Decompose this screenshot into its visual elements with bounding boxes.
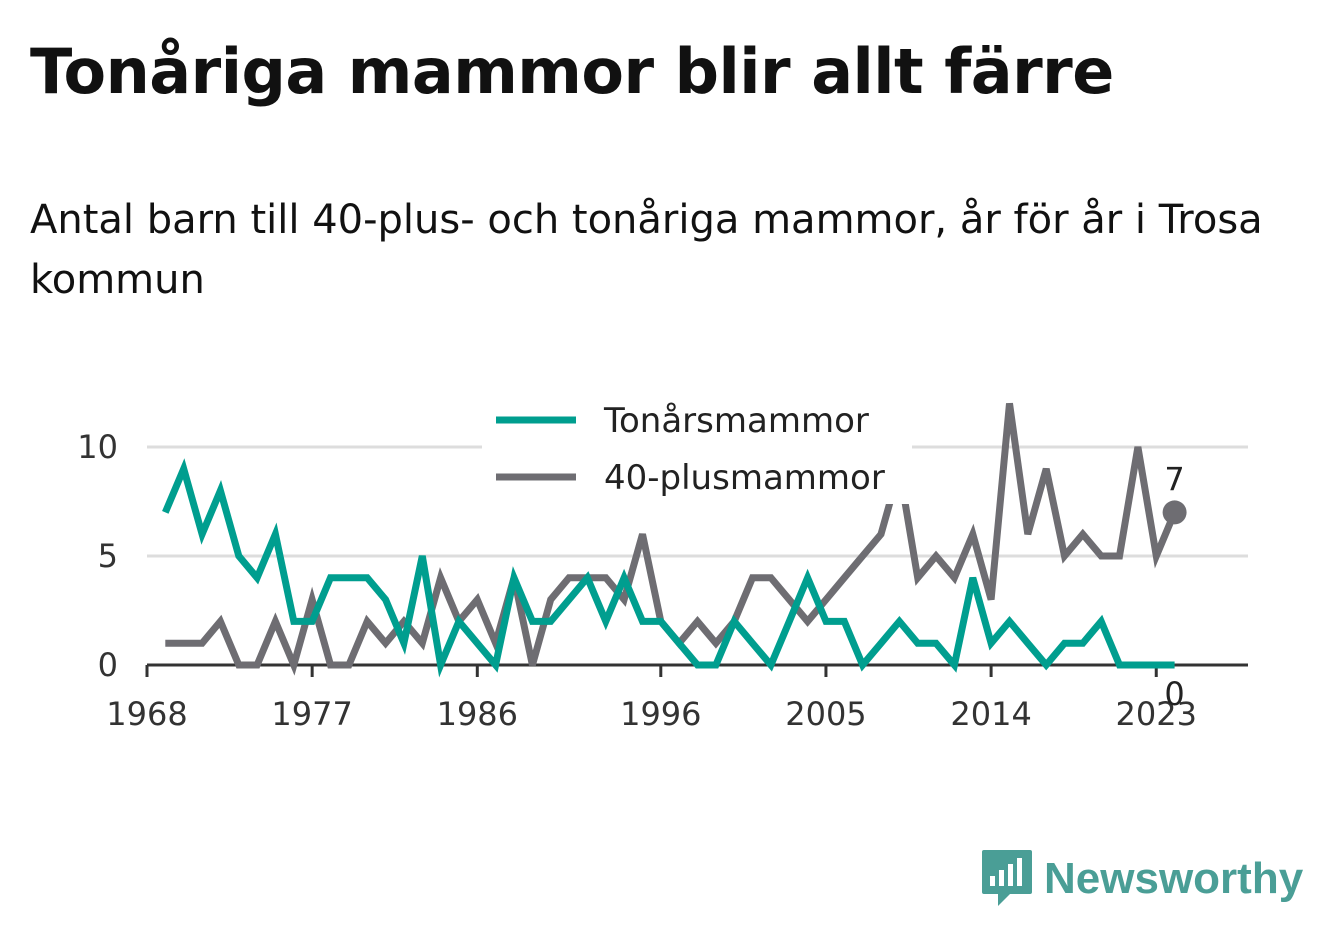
- x-tick-label: 2014: [950, 695, 1031, 733]
- series-layer: [162, 402, 1178, 678]
- x-tick-label: 1986: [437, 695, 518, 733]
- y-tick-label: 5: [98, 537, 118, 575]
- chart-title: Tonåriga mammor blir allt färre: [30, 35, 1114, 108]
- legend-label-tonarsmammor: Tonårsmammor: [603, 401, 869, 441]
- newsworthy-logo-text: Newsworthy: [1044, 854, 1304, 903]
- legend: Tonårsmammor 40-plusmammor: [482, 392, 912, 504]
- x-tick-label: 1977: [271, 695, 352, 733]
- y-tick-label: 10: [77, 428, 118, 466]
- legend-background: [482, 392, 912, 504]
- x-tick-label: 2005: [785, 695, 866, 733]
- x-tick-label: 1996: [620, 695, 701, 733]
- series-line-tonarsmammor: [162, 458, 1175, 678]
- y-axis-ticks: 0 5 10: [77, 428, 118, 684]
- newsworthy-logo: Newsworthy: [980, 848, 1303, 910]
- end-labels: 70: [1162, 460, 1187, 713]
- x-axis-ticks: 1968 1977 1986 1996 2005 2014 2023: [106, 665, 1197, 733]
- x-tick-label: 2023: [1116, 695, 1197, 733]
- x-tick-label: 1968: [106, 695, 187, 733]
- newsworthy-chart-bubble-icon: [982, 850, 1032, 906]
- end-point-40-plusmammor: [1162, 500, 1187, 525]
- legend-label-40-plusmammor: 40-plusmammor: [604, 458, 885, 498]
- y-tick-label: 0: [98, 646, 118, 684]
- chart-subtitle: Antal barn till 40-plus- och tonåriga ma…: [30, 197, 1263, 303]
- end-value-label-tonarsmammor: 0: [1164, 675, 1184, 713]
- end-value-label-40-plusmammor: 7: [1164, 460, 1184, 498]
